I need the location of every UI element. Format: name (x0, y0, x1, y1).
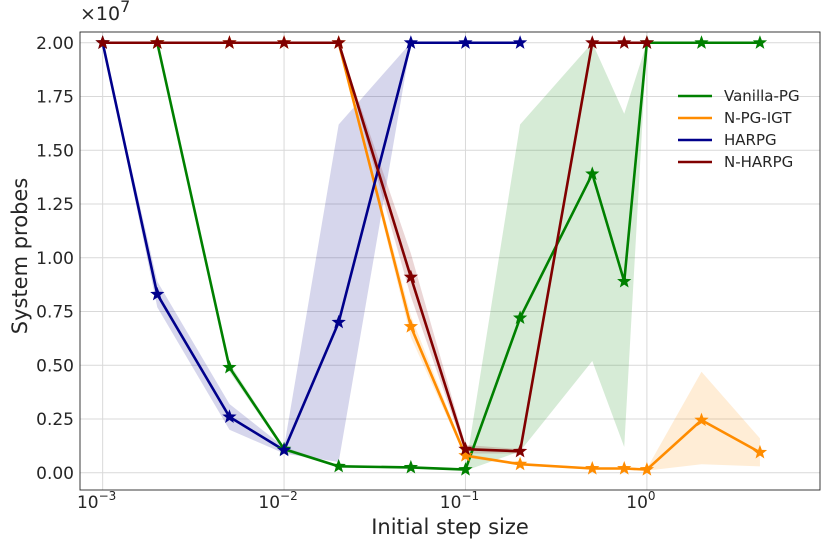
y-tick-label: 0.50 (36, 356, 74, 376)
point-harpg (512, 35, 528, 49)
point-vanilla-pg (403, 459, 419, 474)
x-axis-label: Initial step size (371, 515, 529, 539)
y-tick-label: 0.25 (36, 410, 74, 430)
plot-frame (79, 31, 821, 491)
point-harpg (458, 35, 473, 49)
x-tick-label: 100 (626, 489, 655, 513)
point-n-harpg (512, 443, 528, 458)
y-tick-label: 0.00 (36, 464, 74, 484)
line-harpg (101, 41, 521, 452)
point-n-pg-igt (585, 461, 600, 475)
point-n-harpg (331, 35, 346, 49)
point-vanilla-pg (512, 310, 528, 325)
band-n-pg-igt (102, 42, 760, 471)
y-tick-label: 0.75 (36, 303, 74, 323)
y-tick-label: 2.00 (36, 34, 74, 54)
point-vanilla-pg (222, 359, 237, 374)
legend-label: N-PG-IGT (724, 109, 792, 127)
point-n-harpg (403, 269, 419, 284)
legend: Vanilla-PG N-PG-IGT HARPG N-HARPG (678, 87, 800, 171)
point-n-pg-igt (403, 319, 419, 333)
point-n-pg-igt (617, 461, 632, 475)
point-vanilla-pg (694, 35, 709, 49)
y-axis-label: System probes (8, 178, 32, 335)
point-n-pg-igt (512, 456, 528, 471)
point-n-harpg (585, 35, 600, 49)
point-vanilla-pg (585, 166, 600, 180)
y-multiplier: ×107 (80, 0, 130, 25)
point-n-pg-igt (694, 412, 709, 427)
point-vanilla-pg (617, 273, 632, 288)
point-harpg (403, 35, 419, 49)
point-n-pg-igt (639, 462, 655, 476)
confidence-bands (102, 42, 760, 471)
legend-label: Vanilla-PG (724, 87, 800, 105)
point-harpg (276, 442, 292, 457)
point-vanilla-pg (752, 35, 768, 49)
x-tick-label: 10−3 (77, 489, 116, 513)
point-harpg (222, 409, 237, 423)
x-tick-label: 10−2 (258, 489, 297, 513)
point-n-harpg (617, 35, 632, 49)
y-tick-label: 1.50 (36, 141, 74, 161)
point-n-pg-igt (458, 448, 473, 462)
point-vanilla-pg (331, 458, 346, 473)
line-vanilla-pg (102, 41, 760, 471)
point-n-harpg (222, 35, 237, 49)
point-n-harpg (150, 35, 165, 49)
y-axis-ticks: 0.00 0.25 0.50 0.75 1.00 1.25 1.50 1.75 2.00 (36, 34, 74, 484)
y-tick-label: 1.25 (36, 195, 74, 215)
point-harpg (150, 286, 165, 301)
point-n-harpg (458, 441, 473, 456)
legend-label: HARPG (724, 131, 777, 149)
series-lines (101, 41, 761, 471)
legend-label: N-HARPG (724, 153, 793, 171)
point-harpg (331, 314, 346, 329)
point-n-harpg (276, 35, 292, 49)
x-tick-label: 10−1 (440, 489, 479, 513)
point-vanilla-pg (458, 462, 473, 476)
point-n-pg-igt (752, 444, 768, 459)
band-harpg (102, 42, 521, 463)
y-tick-label: 1.00 (36, 249, 74, 269)
line-n-pg-igt (102, 41, 761, 471)
band-vanilla-pg (102, 42, 760, 471)
point-n-harpg (639, 35, 655, 49)
series-markers (95, 35, 768, 476)
x-axis-ticks: 10−3 10−2 10−1 100 (77, 489, 656, 513)
y-tick-label: 1.75 (36, 88, 74, 108)
point-n-harpg (95, 35, 110, 49)
